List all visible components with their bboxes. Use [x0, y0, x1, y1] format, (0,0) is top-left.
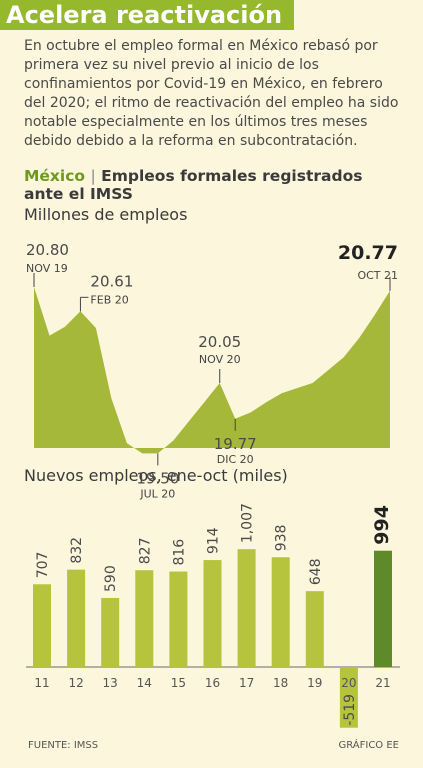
bar-category-label: 21	[375, 676, 390, 690]
intro-text: En octubre el empleo formal en México re…	[24, 38, 399, 149]
bar-13	[101, 597, 120, 667]
bar-14	[135, 570, 154, 667]
line-chart-title-text: Empleos formales registrados ante el IMS…	[24, 167, 363, 203]
bar-21	[374, 550, 392, 667]
bar-value-label: 994	[371, 505, 393, 545]
bar-11	[33, 584, 51, 667]
area-date-label: FEB 20	[90, 293, 128, 306]
bar-17	[237, 549, 256, 667]
area-date-label: OCT 21	[357, 269, 398, 282]
bar-category-label: 16	[205, 676, 220, 690]
bar-category-label: 11	[34, 676, 49, 690]
bar-18	[271, 557, 290, 667]
country-label: México	[24, 167, 86, 185]
area-value-label: 19.77	[214, 435, 257, 453]
bar-value-label: 1,007	[240, 503, 256, 543]
line-chart-unit: Millones de empleos	[24, 205, 188, 224]
area-date-label: NOV 20	[199, 353, 241, 366]
bar-value-label: 914	[206, 527, 222, 554]
area-date-label: DIC 20	[217, 453, 254, 466]
bar-category-label: 15	[171, 676, 186, 690]
area-value-label: 19.50	[136, 469, 179, 487]
bar-category-label: 20	[341, 676, 356, 690]
bar-value-label: 590	[103, 565, 119, 592]
area-date-label: NOV 19	[26, 262, 68, 275]
title-separator: |	[90, 167, 96, 185]
source-note: FUENTE: IMSS	[28, 740, 99, 751]
page-title: Acelera reactivación	[0, 0, 295, 30]
bar-20	[339, 667, 358, 728]
bar-value-label: 938	[274, 525, 290, 552]
employment-area	[34, 287, 390, 454]
area-value-label: 20.61	[90, 272, 133, 290]
bar-category-label: 12	[68, 676, 83, 690]
bar-19	[305, 591, 324, 667]
bar-category-label: 14	[137, 676, 152, 690]
graphic-credit: GRÁFICO EE	[338, 740, 399, 751]
line-chart-title: México | Empleos formales registrados an…	[24, 167, 404, 203]
bar-16	[203, 560, 222, 667]
bar-chart-title: Nuevos empleos, ene-oct (miles)	[24, 466, 288, 485]
bar-value-label: -519	[342, 694, 358, 726]
bar-value-label: 827	[137, 538, 153, 565]
bar-category-label: 18	[273, 676, 288, 690]
area-date-label: JUL 20	[139, 487, 175, 500]
bar-category-label: 17	[239, 676, 254, 690]
bar-12	[67, 569, 86, 667]
bar-category-label: 19	[307, 676, 322, 690]
bar-value-label: 707	[35, 552, 51, 579]
bar-value-label: 816	[171, 539, 187, 566]
area-value-label: 20.77	[338, 242, 398, 264]
bar-value-label: 648	[308, 558, 324, 585]
bar-value-label: 832	[69, 537, 85, 564]
bar-15	[169, 571, 188, 667]
area-value-label: 20.80	[26, 241, 69, 259]
area-value-label: 20.05	[198, 333, 241, 351]
bar-category-label: 13	[103, 676, 118, 690]
